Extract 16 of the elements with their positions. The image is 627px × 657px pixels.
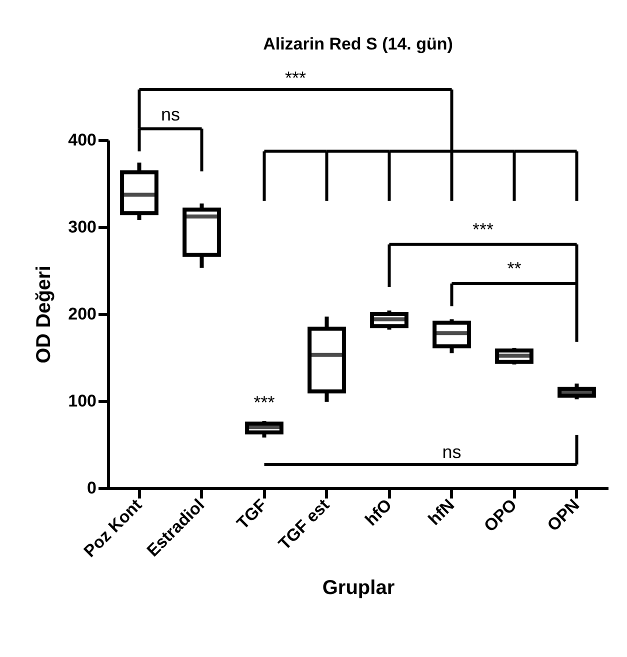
y-axis-title: OD Değeri [33,266,56,364]
y-tick-label: 0 [87,478,96,498]
annotation: ** [507,258,522,279]
y-tick-label: 400 [68,130,96,150]
y-tick-label: 300 [68,218,96,236]
x-axis-title: Gruplar [322,577,395,600]
text: ns [160,104,180,125]
y-tick-label: 100 [68,392,96,410]
annotation: ns [442,442,462,462]
y-tick-label: 200 [68,304,96,324]
annotation: *** [254,392,275,413]
text: *** [284,68,306,88]
x-tick-label: hfO [361,495,396,530]
annotation: *** [472,219,494,240]
x-tick-label: hfN [424,495,458,529]
chart-title: Alizarin Red S (14. gün) [263,34,453,54]
